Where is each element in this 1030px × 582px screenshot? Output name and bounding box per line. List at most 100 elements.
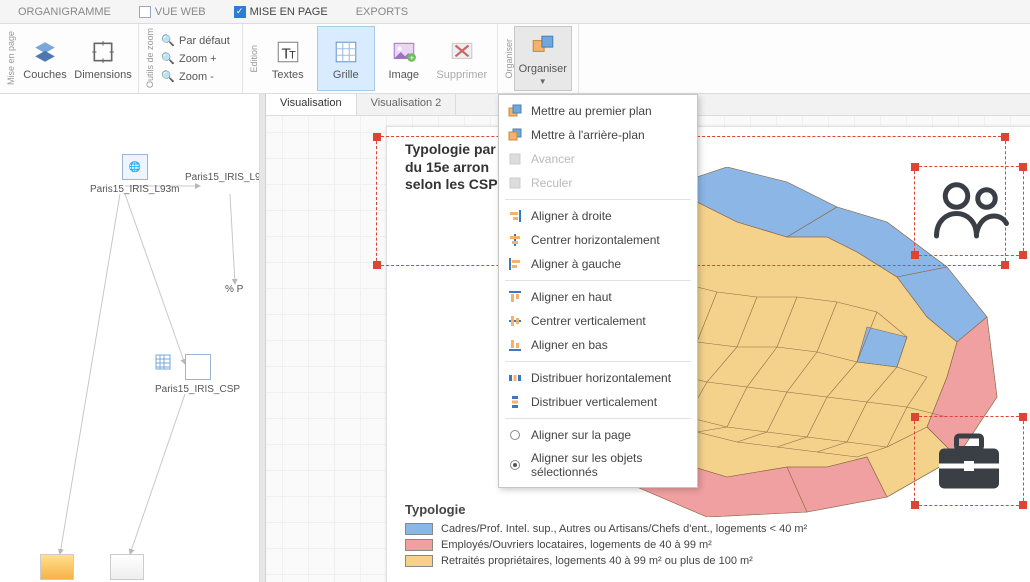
menu-align-bottom[interactable]: Aligner en bas — [499, 333, 697, 357]
menu-forward: Avancer — [499, 147, 697, 171]
menu-label: Centrer horizontalement — [531, 233, 660, 247]
legend-title: Typologie — [405, 502, 807, 517]
node-label: Paris15_IRIS_CSP — [155, 384, 240, 395]
menu-bring-front[interactable]: Mettre au premier plan — [499, 99, 697, 123]
menu-center-h[interactable]: Centrer horizontalement — [499, 228, 697, 252]
group-label: Mise en page — [6, 29, 16, 87]
ribbon-group-organiser: Organiser Organiser ▼ — [498, 24, 579, 93]
legend-swatch — [405, 555, 433, 567]
vis-tab[interactable]: Visualisation — [266, 94, 357, 115]
group-label: Outils de zoom — [145, 26, 155, 90]
menu-label: Aligner en bas — [531, 338, 608, 352]
menu-align-right[interactable]: Aligner à droite — [499, 204, 697, 228]
dimensions-icon — [88, 37, 118, 67]
menu-label: Reculer — [531, 176, 572, 190]
ribbon-group-edition: Edition TT Textes Grille + Image Supprim… — [243, 24, 498, 93]
align-top-icon — [507, 289, 523, 305]
menu-separator — [505, 199, 691, 200]
flow-node[interactable]: Paris15_IRIS_L93m — [185, 172, 260, 183]
menu-align-top[interactable]: Aligner en haut — [499, 285, 697, 309]
checkbox-icon — [234, 6, 246, 18]
zoom-out-icon: 🔍 — [161, 70, 175, 84]
tab-organigramme[interactable]: ORGANIGRAMME — [4, 0, 125, 23]
top-tabstrip: ORGANIGRAMME VUE WEB MISE EN PAGE EXPORT… — [0, 0, 1030, 24]
tab-exports[interactable]: EXPORTS — [342, 0, 422, 23]
menu-label: Aligner à droite — [531, 209, 612, 223]
group-label: Organiser — [504, 37, 514, 81]
menu-align-on-selection[interactable]: Aligner sur les objets sélectionnés — [499, 447, 697, 483]
zoom-out-button[interactable]: 🔍Zoom - — [159, 69, 232, 85]
align-right-icon — [507, 208, 523, 224]
tab-label: ORGANIGRAMME — [18, 6, 111, 18]
supprimer-button[interactable]: Supprimer — [433, 26, 491, 91]
menu-dist-h[interactable]: Distribuer horizontalement — [499, 366, 697, 390]
briefcase-icon — [929, 421, 1009, 501]
align-left-icon — [507, 256, 523, 272]
flow-node[interactable]: 🌐 Paris15_IRIS_L93m — [90, 154, 180, 195]
radio-icon — [507, 427, 523, 443]
grille-button[interactable]: Grille — [317, 26, 375, 91]
chevron-down-icon: ▼ — [539, 77, 547, 86]
tab-miseenpage[interactable]: MISE EN PAGE — [220, 0, 342, 23]
menu-send-back[interactable]: Mettre à l'arrière-plan — [499, 123, 697, 147]
ribbon-group-zoom: Outils de zoom 🔍Par défaut 🔍Zoom + 🔍Zoom… — [139, 24, 243, 93]
organiser-button[interactable]: Organiser ▼ — [514, 26, 572, 91]
menu-label: Aligner sur la page — [531, 428, 631, 442]
menu-label: Centrer verticalement — [531, 314, 646, 328]
menu-label: Distribuer verticalement — [531, 395, 657, 409]
menu-align-left[interactable]: Aligner à gauche — [499, 252, 697, 276]
radio-icon — [507, 457, 523, 473]
flow-thumbnail[interactable] — [110, 554, 144, 580]
image-button[interactable]: + Image — [375, 26, 433, 91]
flowchart-panel: 🌐 Paris15_IRIS_L93m Paris15_IRIS_L93m % … — [0, 94, 260, 582]
zoom-default-button[interactable]: 🔍Par défaut — [159, 33, 232, 49]
text-icon: TT — [273, 37, 303, 67]
tab-vueweb[interactable]: VUE WEB — [125, 0, 220, 23]
forward-icon — [507, 151, 523, 167]
flow-node[interactable]: Paris15_IRIS_CSP — [155, 354, 240, 395]
node-label: Paris15_IRIS_L93m — [185, 172, 260, 183]
image-icon: + — [389, 37, 419, 67]
flow-node[interactable]: % P — [225, 284, 243, 295]
layers-icon — [30, 37, 60, 67]
tab-label: Visualisation 2 — [371, 97, 442, 109]
dimensions-button[interactable]: Dimensions — [74, 26, 132, 91]
menu-backward: Reculer — [499, 171, 697, 195]
svg-text:+: + — [409, 52, 414, 62]
couches-button[interactable]: Couches — [16, 26, 74, 91]
organiser-menu: Mettre au premier plan Mettre à l'arrièr… — [498, 94, 698, 488]
menu-dist-v[interactable]: Distribuer verticalement — [499, 390, 697, 414]
node-label: Paris15_IRIS_L93m — [90, 184, 180, 195]
center-v-icon — [507, 313, 523, 329]
center-h-icon — [507, 232, 523, 248]
globe-icon: 🌐 — [122, 154, 148, 180]
menu-separator — [505, 418, 691, 419]
menu-center-v[interactable]: Centrer verticalement — [499, 309, 697, 333]
menu-align-on-page[interactable]: Aligner sur la page — [499, 423, 697, 447]
textes-button[interactable]: TT Textes — [259, 26, 317, 91]
dist-v-icon — [507, 394, 523, 410]
menu-label: Aligner sur les objets sélectionnés — [531, 451, 685, 479]
vis-tab[interactable]: Visualisation 2 — [357, 94, 457, 115]
menu-label: Mettre à l'arrière-plan — [531, 128, 645, 142]
button-label: Organiser — [519, 63, 567, 75]
zoom-in-icon: 🔍 — [161, 52, 175, 66]
flow-thumbnail[interactable] — [40, 554, 74, 580]
tab-label: VUE WEB — [155, 6, 206, 18]
menu-label: Aligner en haut — [531, 290, 612, 304]
tab-label: MISE EN PAGE — [250, 6, 328, 18]
backward-icon — [507, 175, 523, 191]
legend-row: Cadres/Prof. Intel. sup., Autres ou Arti… — [405, 523, 807, 535]
zoom-in-button[interactable]: 🔍Zoom + — [159, 51, 232, 67]
align-bottom-icon — [507, 337, 523, 353]
table-icon — [185, 354, 211, 380]
button-label: Textes — [272, 69, 304, 81]
legend-row: Retraités propriétaires, logements 40 à … — [405, 555, 807, 567]
delete-icon — [447, 37, 477, 67]
tab-label: EXPORTS — [356, 6, 408, 18]
legend-label: Employés/Ouvriers locataires, logements … — [441, 539, 712, 551]
legend-swatch — [405, 523, 433, 535]
button-label: Par défaut — [179, 35, 230, 47]
menu-label: Distribuer horizontalement — [531, 371, 671, 385]
legend-swatch — [405, 539, 433, 551]
